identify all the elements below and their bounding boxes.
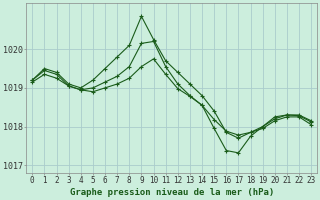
X-axis label: Graphe pression niveau de la mer (hPa): Graphe pression niveau de la mer (hPa): [70, 188, 274, 197]
